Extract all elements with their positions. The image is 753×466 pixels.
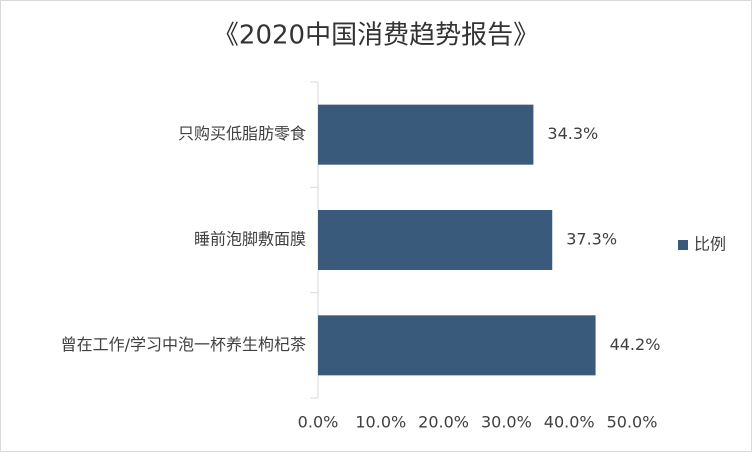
x-tick-label: 0.0% [298,413,339,432]
data-label: 37.3% [566,230,617,249]
bar [318,209,553,271]
legend-swatch [678,240,688,250]
x-tick-label: 20.0% [418,413,469,432]
data-label: 44.2% [610,335,661,354]
y-tick-label: 曾在工作/学习中泡一杯养生枸杞茶 [61,335,306,354]
bar [318,315,596,376]
chart-title: 《2020中国消费趋势报告》 [213,21,539,51]
data-label: 34.3% [547,124,598,143]
bar [318,104,534,165]
y-tick-label: 只购买低脂肪零食 [178,124,306,143]
y-tick-label: 睡前泡脚敷面膜 [194,230,306,249]
x-tick-label: 50.0% [607,413,658,432]
x-tick-label: 10.0% [355,413,406,432]
x-tick-label: 30.0% [481,413,532,432]
x-tick-label: 40.0% [544,413,595,432]
legend-label: 比例 [694,235,726,254]
